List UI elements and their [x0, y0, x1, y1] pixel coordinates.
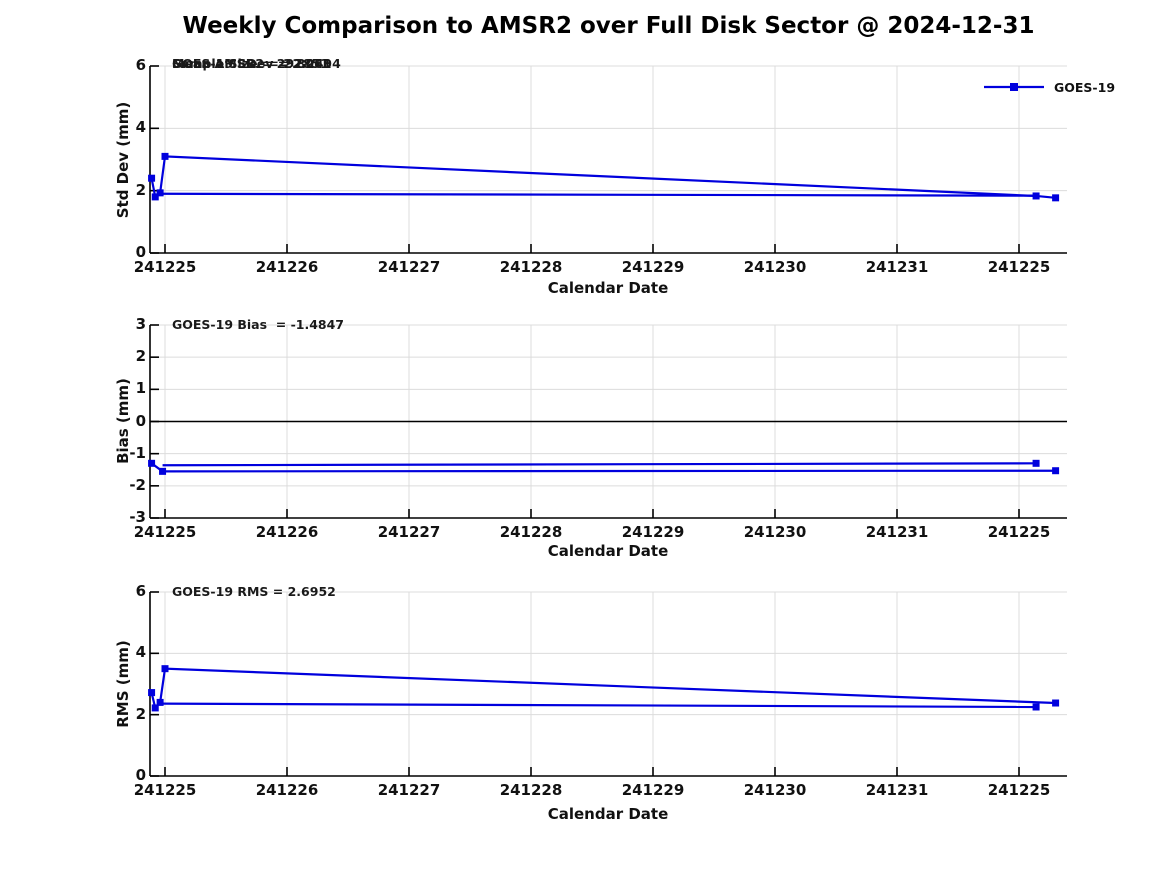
stddev-x-tick-label: 241227 [377, 258, 441, 276]
stddev-x-tick-label: 241228 [499, 258, 563, 276]
bias-x-tick-label: 241225 [133, 523, 197, 541]
stddev-y-tick-label: 4 [135, 118, 146, 137]
data-point-marker [161, 665, 169, 673]
bias-x-tick-label: 241225 [987, 523, 1051, 541]
bias-x-tick-label: 241229 [621, 523, 685, 541]
data-point-marker [148, 689, 156, 697]
data-point-marker [159, 467, 167, 475]
stddev-x-tick-label: 241225 [133, 258, 197, 276]
stddev-x-tick-label: 241229 [621, 258, 685, 276]
figure-title: Weekly Comparison to AMSR2 over Full Dis… [182, 13, 1035, 39]
GOES-19-series-line [160, 192, 1037, 197]
GOES-19-series-line [162, 462, 1037, 467]
rms-x-tick-label: 241227 [377, 781, 441, 799]
data-point-marker [156, 189, 164, 197]
bias-y-tick-label: -2 [129, 475, 146, 494]
rms-y-tick-label: 2 [135, 704, 146, 723]
rms-y-tick-label: 6 [135, 582, 146, 600]
rms-x-tick-label: 241226 [255, 781, 319, 799]
stddev-annotation-line: Sample Size = 292851 [172, 56, 329, 71]
stddev-y-tick-label: 2 [135, 180, 146, 199]
rms-x-tick-label: 241231 [865, 781, 929, 799]
rms-x-tick-label: 241228 [499, 781, 563, 799]
stddev-x-tick-label: 241231 [865, 258, 929, 276]
legend: GOES-19 [983, 78, 1115, 96]
data-point-marker [1032, 459, 1040, 467]
rms-x-tick-label: 241225 [133, 781, 197, 799]
bias-y-tick-label: 3 [135, 315, 146, 333]
data-point-marker [148, 174, 156, 182]
data-point-marker [1032, 192, 1040, 200]
GOES-19-series-line [160, 702, 1037, 709]
bias-x-tick-label: 241226 [255, 523, 319, 541]
stddev-annotation-line: GOES-19 SDev = 2.2494 [172, 56, 341, 71]
rms-x-axis-label: Calendar Date [547, 805, 669, 823]
rms-annotation: GOES-19 RMS = 2.6952 [172, 584, 336, 599]
stddev-annotation-line: Mean AMSR2 = 2.8061 [172, 56, 332, 71]
rms-x-tick-label: 241230 [743, 781, 807, 799]
bias-y-tick-label: 2 [135, 347, 146, 366]
bias-x-tick-label: 241228 [499, 523, 563, 541]
data-point-marker [151, 193, 159, 201]
bias-y-tick-label: 0 [135, 411, 146, 430]
bias-x-axis-label: Calendar Date [547, 542, 669, 560]
data-point-marker [151, 704, 159, 712]
data-point-marker [156, 698, 164, 706]
stddev-y-tick-label: 0 [135, 243, 146, 261]
stddev-x-tick-label: 241226 [255, 258, 319, 276]
bias-y-tick-label: -1 [129, 443, 146, 462]
bias-x-tick-label: 241227 [377, 523, 441, 541]
rms-x-tick-label: 241229 [621, 781, 685, 799]
rms-y-tick-label: 4 [135, 643, 146, 662]
data-point-marker [161, 152, 169, 160]
stddev-y-tick-label: 6 [135, 56, 146, 74]
data-point-marker [1052, 467, 1060, 475]
rms-x-tick-label: 241225 [987, 781, 1051, 799]
stddev-x-tick-label: 241230 [743, 258, 807, 276]
bias-y-tick-label: 1 [135, 379, 146, 398]
data-point-marker [1032, 703, 1040, 711]
data-point-marker [1052, 194, 1060, 202]
bias-x-tick-label: 241230 [743, 523, 807, 541]
legend-label: GOES-19 [1054, 79, 1116, 95]
stddev-x-tick-label: 241225 [987, 258, 1051, 276]
legend-line-marker-icon [984, 83, 1044, 91]
bias-x-tick-label: 241231 [865, 523, 929, 541]
rms-y-tick-label: 0 [135, 766, 146, 784]
bias-annotation: GOES-19 Bias = -1.4847 [172, 317, 345, 332]
bias-y-tick-label: -3 [129, 508, 146, 526]
stddev-x-axis-label: Calendar Date [547, 279, 669, 297]
data-point-marker [148, 459, 156, 467]
data-point-marker [1052, 699, 1060, 707]
